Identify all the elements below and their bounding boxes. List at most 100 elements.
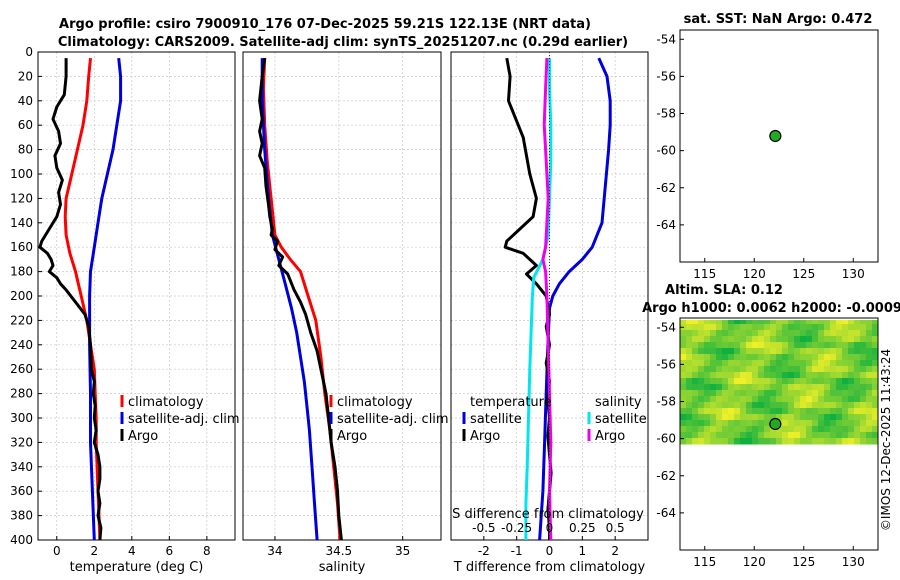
sla-cell bbox=[854, 438, 861, 445]
sla-cell bbox=[800, 384, 807, 391]
sla-cell bbox=[758, 426, 765, 433]
sla-cell bbox=[812, 324, 819, 331]
sla-cell bbox=[782, 360, 789, 367]
sla-cell bbox=[830, 432, 837, 439]
sla-cell bbox=[740, 384, 747, 391]
sla-cell bbox=[854, 384, 861, 391]
sla-cell bbox=[704, 438, 711, 445]
sla-cell bbox=[848, 426, 855, 433]
sla-cell bbox=[788, 366, 795, 373]
sla-cell bbox=[854, 354, 861, 361]
sla-cell bbox=[686, 336, 693, 343]
sla-cell bbox=[692, 426, 699, 433]
sla-cell bbox=[728, 402, 735, 409]
sla-cell bbox=[686, 432, 693, 439]
sla-cell bbox=[794, 438, 801, 445]
sla-cell bbox=[872, 378, 878, 385]
sla-cell bbox=[872, 426, 878, 433]
sla-cell bbox=[722, 378, 729, 385]
sla-cell bbox=[842, 320, 849, 325]
sla-cell bbox=[842, 348, 849, 355]
sla-cell bbox=[830, 354, 837, 361]
sla-cell bbox=[860, 402, 867, 409]
sla-cell bbox=[860, 354, 867, 361]
sla-cell bbox=[770, 402, 777, 409]
sla-cell bbox=[734, 414, 741, 421]
sla-cell bbox=[872, 336, 878, 343]
sla-cell bbox=[836, 414, 843, 421]
temperature-legend-label: satellite-adj. clim bbox=[128, 412, 240, 427]
sst-lat-tick-label: -64 bbox=[656, 218, 676, 232]
sla-cell bbox=[818, 348, 825, 355]
depth-tick-label: 80 bbox=[18, 143, 33, 157]
sla-cell bbox=[866, 426, 873, 433]
sla-cell bbox=[818, 384, 825, 391]
sla-cell bbox=[824, 420, 831, 427]
sla-cell bbox=[728, 336, 735, 343]
sla-cell bbox=[806, 390, 813, 397]
sla-cell bbox=[782, 384, 789, 391]
sla-cell bbox=[698, 336, 705, 343]
sla-cell bbox=[740, 354, 747, 361]
sla-cell bbox=[854, 366, 861, 373]
sla-cell bbox=[698, 378, 705, 385]
sla-cell bbox=[806, 354, 813, 361]
temperature-series-satellite-adj-clim bbox=[88, 57, 123, 541]
sla-cell bbox=[710, 414, 717, 421]
sst-map-title: sat. SST: NaN Argo: 0.472 bbox=[684, 12, 873, 27]
sla-lon-tick-label: 125 bbox=[792, 555, 815, 569]
sla-cell bbox=[866, 402, 873, 409]
sla-cell bbox=[860, 438, 867, 445]
sla-cell bbox=[830, 342, 837, 349]
sla-cell bbox=[698, 360, 705, 367]
sla-cell bbox=[734, 366, 741, 373]
sla-cell bbox=[824, 342, 831, 349]
sla-cell bbox=[872, 360, 878, 367]
sla-cell bbox=[764, 320, 771, 325]
sla-cell bbox=[776, 320, 783, 325]
sla-cell bbox=[710, 420, 717, 427]
sla-cell bbox=[722, 432, 729, 439]
salinity-panel: 34 34.5 35 salinity climatology satellite-adj… bbox=[242, 51, 449, 575]
sla-cell bbox=[866, 330, 873, 337]
sla-cell bbox=[812, 402, 819, 409]
sla-cell bbox=[866, 354, 873, 361]
sla-cell bbox=[854, 348, 861, 355]
sla-cell bbox=[848, 330, 855, 337]
sla-cell bbox=[776, 342, 783, 349]
sla-cell bbox=[692, 324, 699, 331]
salinity-legend-label: Argo bbox=[337, 429, 367, 444]
sla-cell bbox=[854, 360, 861, 367]
sla-cell bbox=[818, 414, 825, 421]
sla-cell bbox=[776, 432, 783, 439]
sla-cell bbox=[818, 378, 825, 385]
sla-cell bbox=[848, 348, 855, 355]
depth-tick-label: 240 bbox=[10, 338, 33, 352]
sla-cell bbox=[680, 414, 687, 421]
sla-cell bbox=[758, 420, 765, 427]
sla-cell bbox=[806, 360, 813, 367]
sla-cell bbox=[734, 408, 741, 415]
sla-cell bbox=[866, 378, 873, 385]
sla-cell bbox=[794, 432, 801, 439]
sla-cell bbox=[686, 354, 693, 361]
sla-cell bbox=[692, 378, 699, 385]
sla-cell bbox=[752, 354, 759, 361]
sla-cell bbox=[686, 366, 693, 373]
sla-cell bbox=[788, 378, 795, 385]
sla-cell bbox=[848, 366, 855, 373]
sla-cell bbox=[782, 420, 789, 427]
sla-cell bbox=[758, 320, 765, 325]
sla-cell bbox=[722, 414, 729, 421]
sla-cell bbox=[728, 390, 735, 397]
sla-cell bbox=[728, 360, 735, 367]
sla-cell bbox=[716, 438, 723, 445]
sla-cell bbox=[746, 378, 753, 385]
sla-cell bbox=[782, 378, 789, 385]
sst-map-frame bbox=[679, 29, 879, 263]
sla-cell bbox=[788, 438, 795, 445]
sla-cell bbox=[812, 372, 819, 379]
sla-cell bbox=[680, 438, 687, 445]
sst-lon-tick-label: 125 bbox=[792, 267, 815, 281]
sla-cell bbox=[770, 396, 777, 403]
